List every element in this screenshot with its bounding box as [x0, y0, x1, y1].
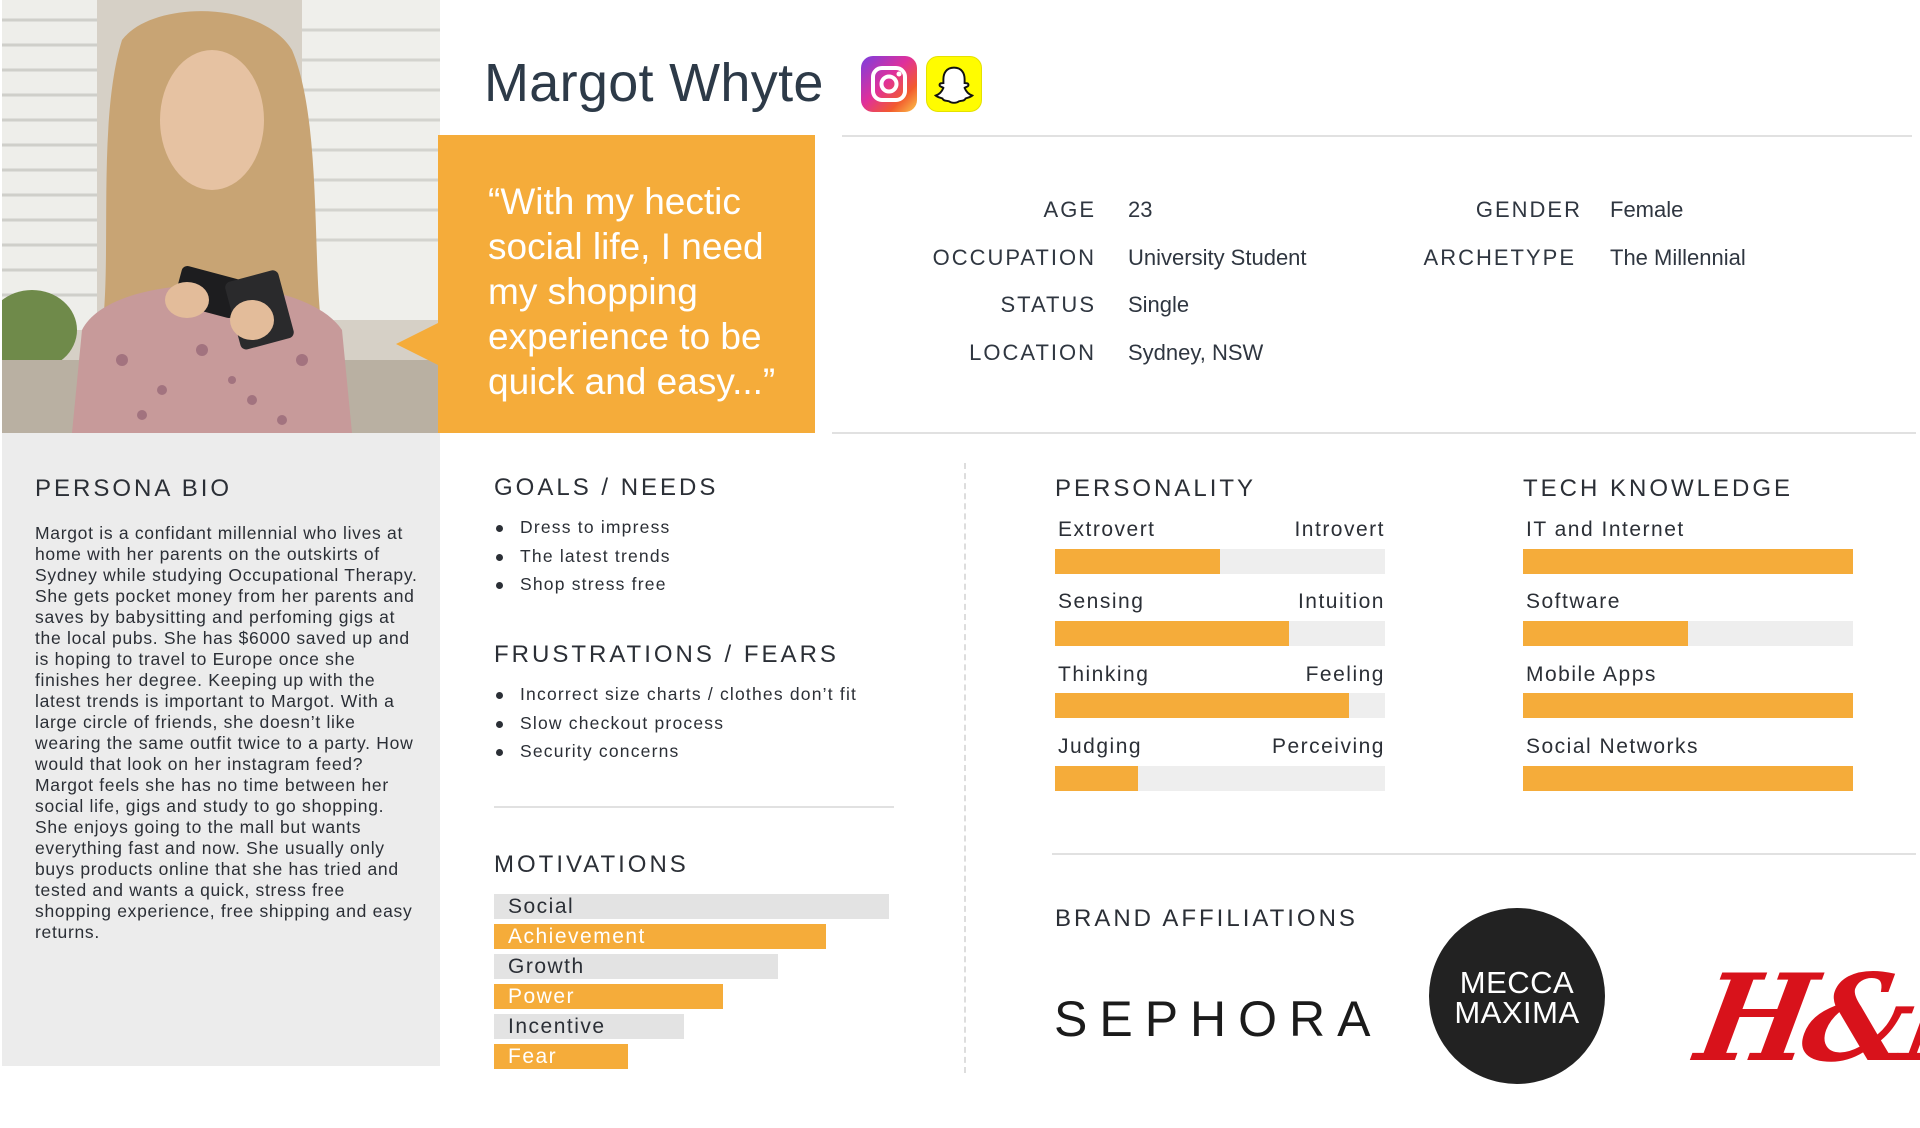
tech-label: Social Networks — [1526, 735, 1700, 758]
personality-track — [1055, 693, 1385, 718]
demographics-divider — [832, 432, 1916, 434]
bio-title: PERSONA BIO — [35, 475, 233, 502]
tech-label: Software — [1526, 590, 1621, 613]
sephora-logo: SEPHORA — [1054, 991, 1383, 1047]
personality-title: PERSONALITY — [1055, 475, 1257, 502]
personality-track — [1055, 549, 1385, 574]
motivation-label: Power — [508, 985, 576, 1008]
brands-title: BRAND AFFILIATIONS — [1055, 905, 1358, 932]
scale-right-label: Perceiving — [1271, 735, 1385, 758]
tech-fill — [1523, 621, 1688, 646]
personality-track — [1055, 621, 1385, 646]
tech-title: TECH KNOWLEDGE — [1523, 475, 1794, 502]
tech-track — [1523, 621, 1853, 646]
mecca-line-1: MECCA — [1459, 965, 1575, 1000]
tech-track — [1523, 549, 1853, 574]
quote-box: “With my hectic social life, I need my s… — [438, 135, 815, 433]
scale-right-label: Feeling — [1305, 663, 1385, 686]
status-value: Single — [1128, 292, 1190, 317]
age-label: AGE — [1043, 197, 1096, 222]
tech-fill — [1523, 549, 1853, 574]
frustrations-title: FRUSTRATIONS / FEARS — [494, 641, 839, 668]
personality-track — [1055, 766, 1385, 791]
motivation-label: Growth — [508, 955, 585, 978]
motivation-bar: Fear — [494, 1044, 628, 1069]
persona-quote: “With my hectic social life, I need my s… — [488, 181, 776, 402]
motivations-title: MOTIVATIONS — [494, 851, 689, 878]
motivation-bar: Incentive — [494, 1014, 684, 1039]
gender-label: GENDER — [1475, 197, 1582, 222]
quote-pointer — [396, 322, 440, 366]
scales-divider — [1052, 853, 1916, 855]
frustration-item: Security concerns — [494, 737, 857, 766]
motivation-label: Incentive — [508, 1015, 606, 1038]
tech-label: Mobile Apps — [1526, 663, 1657, 686]
motivation-label: Achievement — [508, 925, 646, 948]
tech-fill — [1523, 766, 1853, 791]
scale-left-label: Judging — [1058, 735, 1143, 758]
personality-fill — [1055, 766, 1138, 791]
column-divider — [964, 463, 966, 1073]
personality-fill — [1055, 693, 1349, 718]
mecca-line-2: MAXIMA — [1454, 995, 1580, 1030]
tech-fill — [1523, 693, 1853, 718]
occupation-label: OCCUPATION — [932, 245, 1096, 270]
frustration-item: Incorrect size charts / clothes don’t fi… — [494, 680, 857, 709]
status-label: STATUS — [1000, 292, 1096, 317]
tech-label: IT and Internet — [1526, 518, 1685, 541]
motivation-bar: Social — [494, 894, 889, 919]
scale-right-label: Intuition — [1297, 590, 1385, 613]
bio-text: Margot is a confidant millennial who liv… — [35, 523, 418, 942]
location-value: Sydney, NSW — [1128, 340, 1264, 365]
scale-left-label: Extrovert — [1058, 518, 1156, 541]
archetype-value: The Millennial — [1610, 245, 1746, 270]
location-label: LOCATION — [969, 340, 1096, 365]
scale-left-label: Sensing — [1058, 590, 1145, 613]
personality-fill — [1055, 621, 1289, 646]
scale-left-label: Thinking — [1058, 663, 1150, 686]
persona-photo — [2, 0, 440, 433]
occupation-value: University Student — [1128, 245, 1307, 270]
personality-fill — [1055, 549, 1220, 574]
goals-title: GOALS / NEEDS — [494, 474, 719, 501]
instagram-icon[interactable] — [861, 56, 917, 112]
goals-divider — [494, 806, 894, 808]
frustrations-list: Incorrect size charts / clothes don’t fi… — [494, 680, 857, 766]
scale-right-label: Introvert — [1294, 518, 1385, 541]
motivation-label: Social — [508, 895, 575, 918]
tech-track — [1523, 693, 1853, 718]
gender-value: Female — [1610, 197, 1684, 222]
goal-item: Dress to impress — [494, 513, 671, 542]
goals-list: Dress to impress The latest trends Shop … — [494, 513, 671, 599]
persona-bio-panel: PERSONA BIO Margot is a confidant millen… — [2, 433, 440, 1066]
age-value: 23 — [1128, 197, 1153, 222]
tech-track — [1523, 766, 1853, 791]
mecca-maxima-logo: MECCA MAXIMA — [1429, 908, 1605, 1084]
motivation-bar: Power — [494, 984, 723, 1009]
motivation-bar: Achievement — [494, 924, 826, 949]
hm-logo: H&M — [1687, 948, 1920, 1089]
mecca-logo-text: MECCA MAXIMA — [1429, 965, 1605, 1030]
snapchat-icon[interactable] — [926, 56, 982, 112]
goal-item: Shop stress free — [494, 570, 671, 599]
motivation-bar: Growth — [494, 954, 778, 979]
persona-name: Margot Whyte — [484, 53, 824, 113]
goal-item: The latest trends — [494, 542, 671, 571]
frustration-item: Slow checkout process — [494, 709, 857, 738]
header-divider — [842, 135, 1912, 137]
archetype-label: ARCHETYPE — [1423, 245, 1576, 270]
motivation-label: Fear — [508, 1045, 558, 1068]
